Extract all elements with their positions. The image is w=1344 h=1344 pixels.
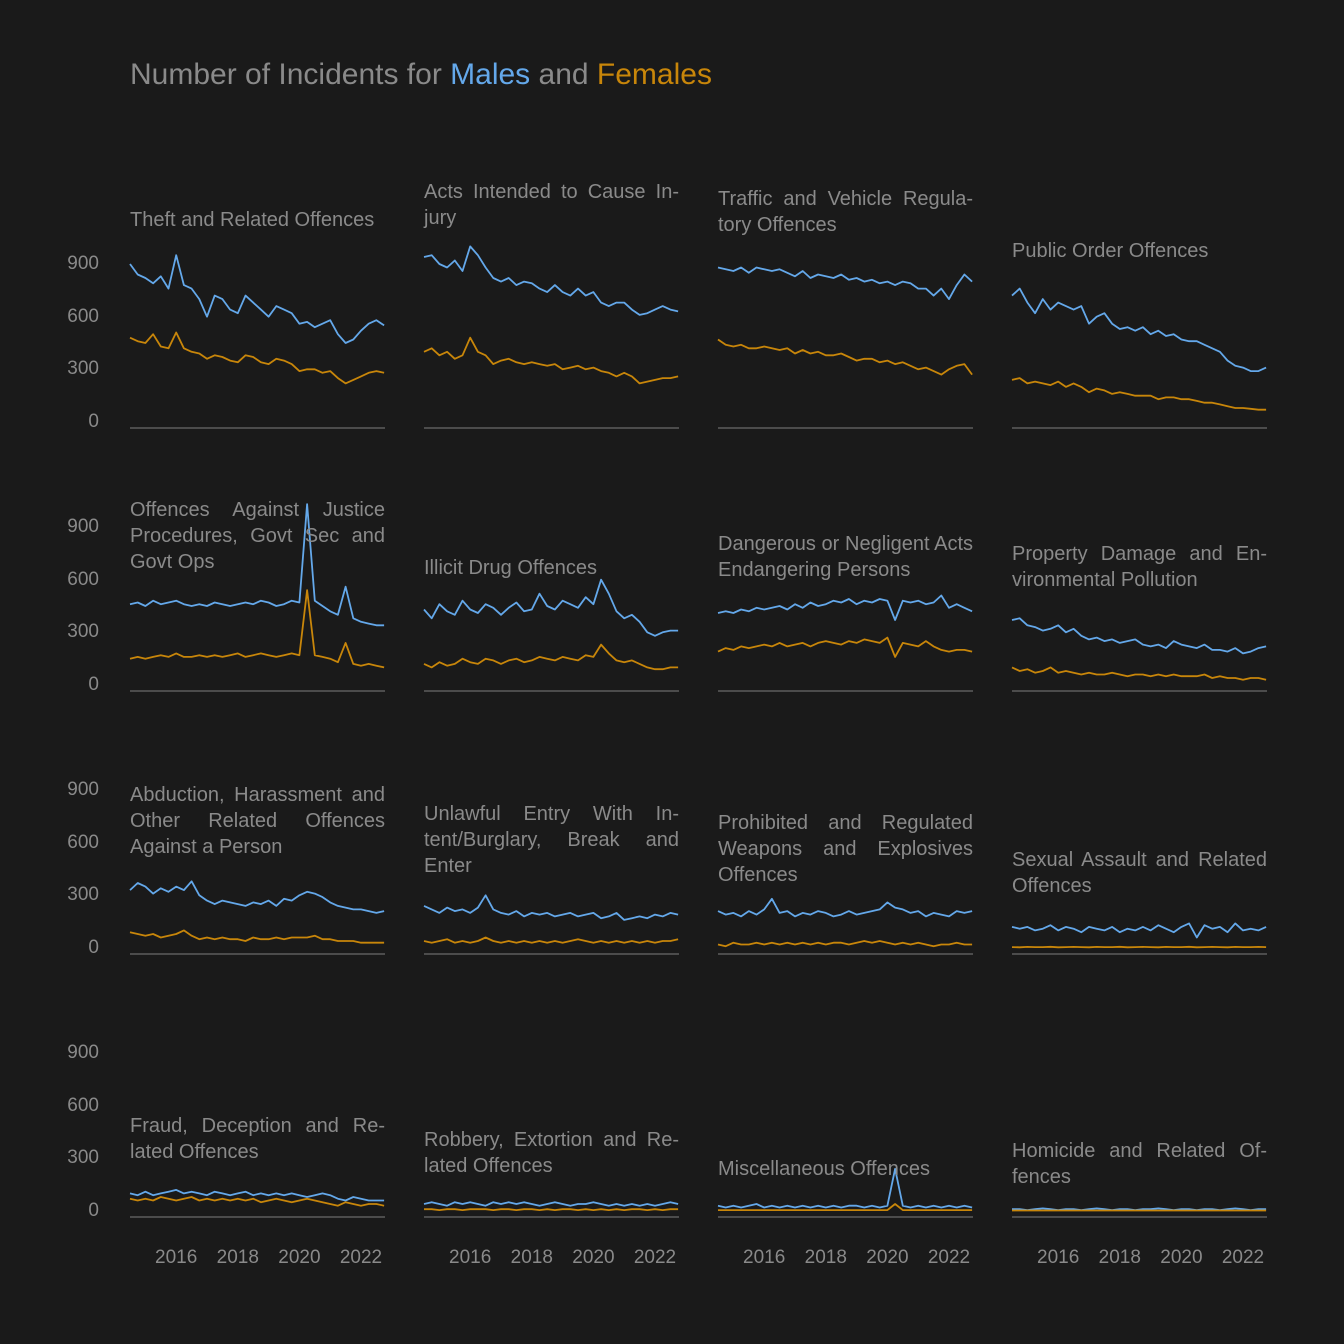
panel-title: Robbery, Extortion and Re­lated Offences: [424, 1129, 679, 1177]
series-line-males: [423, 894, 679, 921]
series-line-males: [717, 266, 973, 301]
panel-title: Public Order Offences: [1012, 240, 1209, 262]
panel-title: Prohibited and Regulated Weapons and Exp…: [718, 812, 973, 886]
x-tick-label: 2020: [866, 1247, 909, 1268]
panel-title: Dangerous or Negligent Acts Endangering …: [718, 533, 973, 581]
series-line-females: [1011, 377, 1267, 411]
series-line-males: [717, 1168, 973, 1209]
panel-title: Miscellaneous Offences: [718, 1158, 930, 1180]
panel-title: Property Damage and En­vironmental Pollu…: [1012, 543, 1267, 591]
y-tick-label: 300: [67, 621, 99, 643]
x-tick-label: 2018: [1098, 1247, 1141, 1268]
series-line-males: [129, 880, 385, 914]
x-tick-label: 2022: [339, 1247, 383, 1268]
series-line-females: [129, 589, 385, 669]
y-tick-label: 900: [67, 1042, 99, 1063]
x-tick-label: 2018: [510, 1247, 553, 1268]
y-tick-label: 0: [88, 411, 99, 432]
title-males: Males: [450, 58, 531, 91]
y-tick-label: 600: [67, 305, 99, 327]
title-prefix: Number of Incidents for: [130, 58, 451, 91]
x-tick-label: 2022: [1221, 1247, 1265, 1268]
series-line-females: [1011, 666, 1267, 681]
x-tick-label: 2016: [449, 1247, 492, 1268]
series-line-females: [129, 331, 385, 385]
series-line-females: [129, 929, 385, 944]
title-females: Females: [596, 58, 712, 91]
x-tick-label: 2018: [216, 1247, 259, 1268]
y-tick-label: 600: [67, 1094, 99, 1116]
series-line-males: [717, 897, 973, 918]
series-line-males: [423, 245, 679, 316]
panel-title: Fraud, Deception and Re­lated Offences: [130, 1115, 385, 1163]
x-tick-label: 2018: [804, 1247, 847, 1268]
panel-title: Offences Against Justice Procedures, Gov…: [130, 499, 385, 573]
title-joiner: and: [530, 58, 597, 91]
series-line-females: [717, 338, 973, 376]
y-tick-label: 900: [67, 516, 99, 537]
series-line-females: [718, 1203, 973, 1211]
y-tick-label: 600: [67, 568, 99, 590]
series-line-males: [1011, 617, 1267, 655]
y-tick-label: 900: [67, 779, 99, 800]
series-line-females: [423, 936, 679, 944]
series-line-males: [129, 1189, 385, 1202]
x-tick-label: 2020: [572, 1247, 615, 1268]
series-line-females: [1011, 945, 1267, 949]
series-line-females: [129, 1196, 385, 1207]
series-line-males: [1011, 287, 1267, 373]
series-line-females: [424, 1208, 679, 1211]
panel-title: Homicide and Related Of­fences: [1012, 1140, 1267, 1188]
y-tick-label: 300: [67, 358, 99, 380]
x-tick-label: 2016: [155, 1247, 198, 1268]
series-line-females: [717, 940, 973, 948]
y-tick-label: 0: [88, 937, 99, 958]
panel-title: Illicit Drug Offences: [424, 557, 598, 579]
series-line-males: [129, 254, 385, 344]
y-tick-label: 300: [67, 884, 99, 906]
x-tick-label: 2022: [633, 1247, 677, 1268]
x-tick-label: 2022: [927, 1247, 971, 1268]
series-line-males: [423, 1201, 679, 1207]
y-tick-label: 900: [67, 253, 99, 274]
panel-title: Theft and Related Offences: [130, 209, 375, 231]
series-line-females: [423, 336, 679, 385]
series-line-females: [423, 643, 679, 671]
x-tick-label: 2016: [1037, 1247, 1080, 1268]
x-tick-label: 2016: [743, 1247, 786, 1268]
y-tick-label: 0: [88, 1200, 99, 1221]
panel-title: Unlawful Entry With In­tent/Burglary, Br…: [424, 803, 679, 877]
panel-title: Abduction, Harassment and Other Related …: [130, 784, 385, 858]
series-line-males: [129, 503, 385, 627]
x-tick-label: 2020: [1160, 1247, 1203, 1268]
panel-title: Acts Intended to Cause In­jury: [424, 181, 679, 229]
panel-title: Sexual Assault and Related Offences: [1012, 849, 1267, 897]
panel-title: Traffic and Vehicle Regula­tory Offences: [718, 188, 973, 236]
y-tick-label: 300: [67, 1147, 99, 1169]
series-line-males: [423, 578, 679, 637]
series-line-males: [1011, 922, 1267, 939]
series-line-females: [717, 636, 973, 658]
chart-title: Number of Incidents for Males and Female…: [130, 58, 712, 92]
series-line-males: [717, 594, 973, 621]
y-tick-label: 0: [88, 674, 99, 695]
y-tick-label: 600: [67, 831, 99, 853]
x-tick-label: 2020: [278, 1247, 321, 1268]
